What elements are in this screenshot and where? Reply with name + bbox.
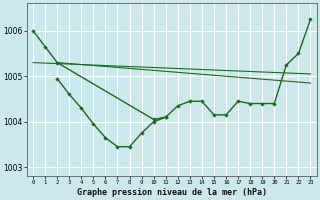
X-axis label: Graphe pression niveau de la mer (hPa): Graphe pression niveau de la mer (hPa) (77, 188, 267, 197)
